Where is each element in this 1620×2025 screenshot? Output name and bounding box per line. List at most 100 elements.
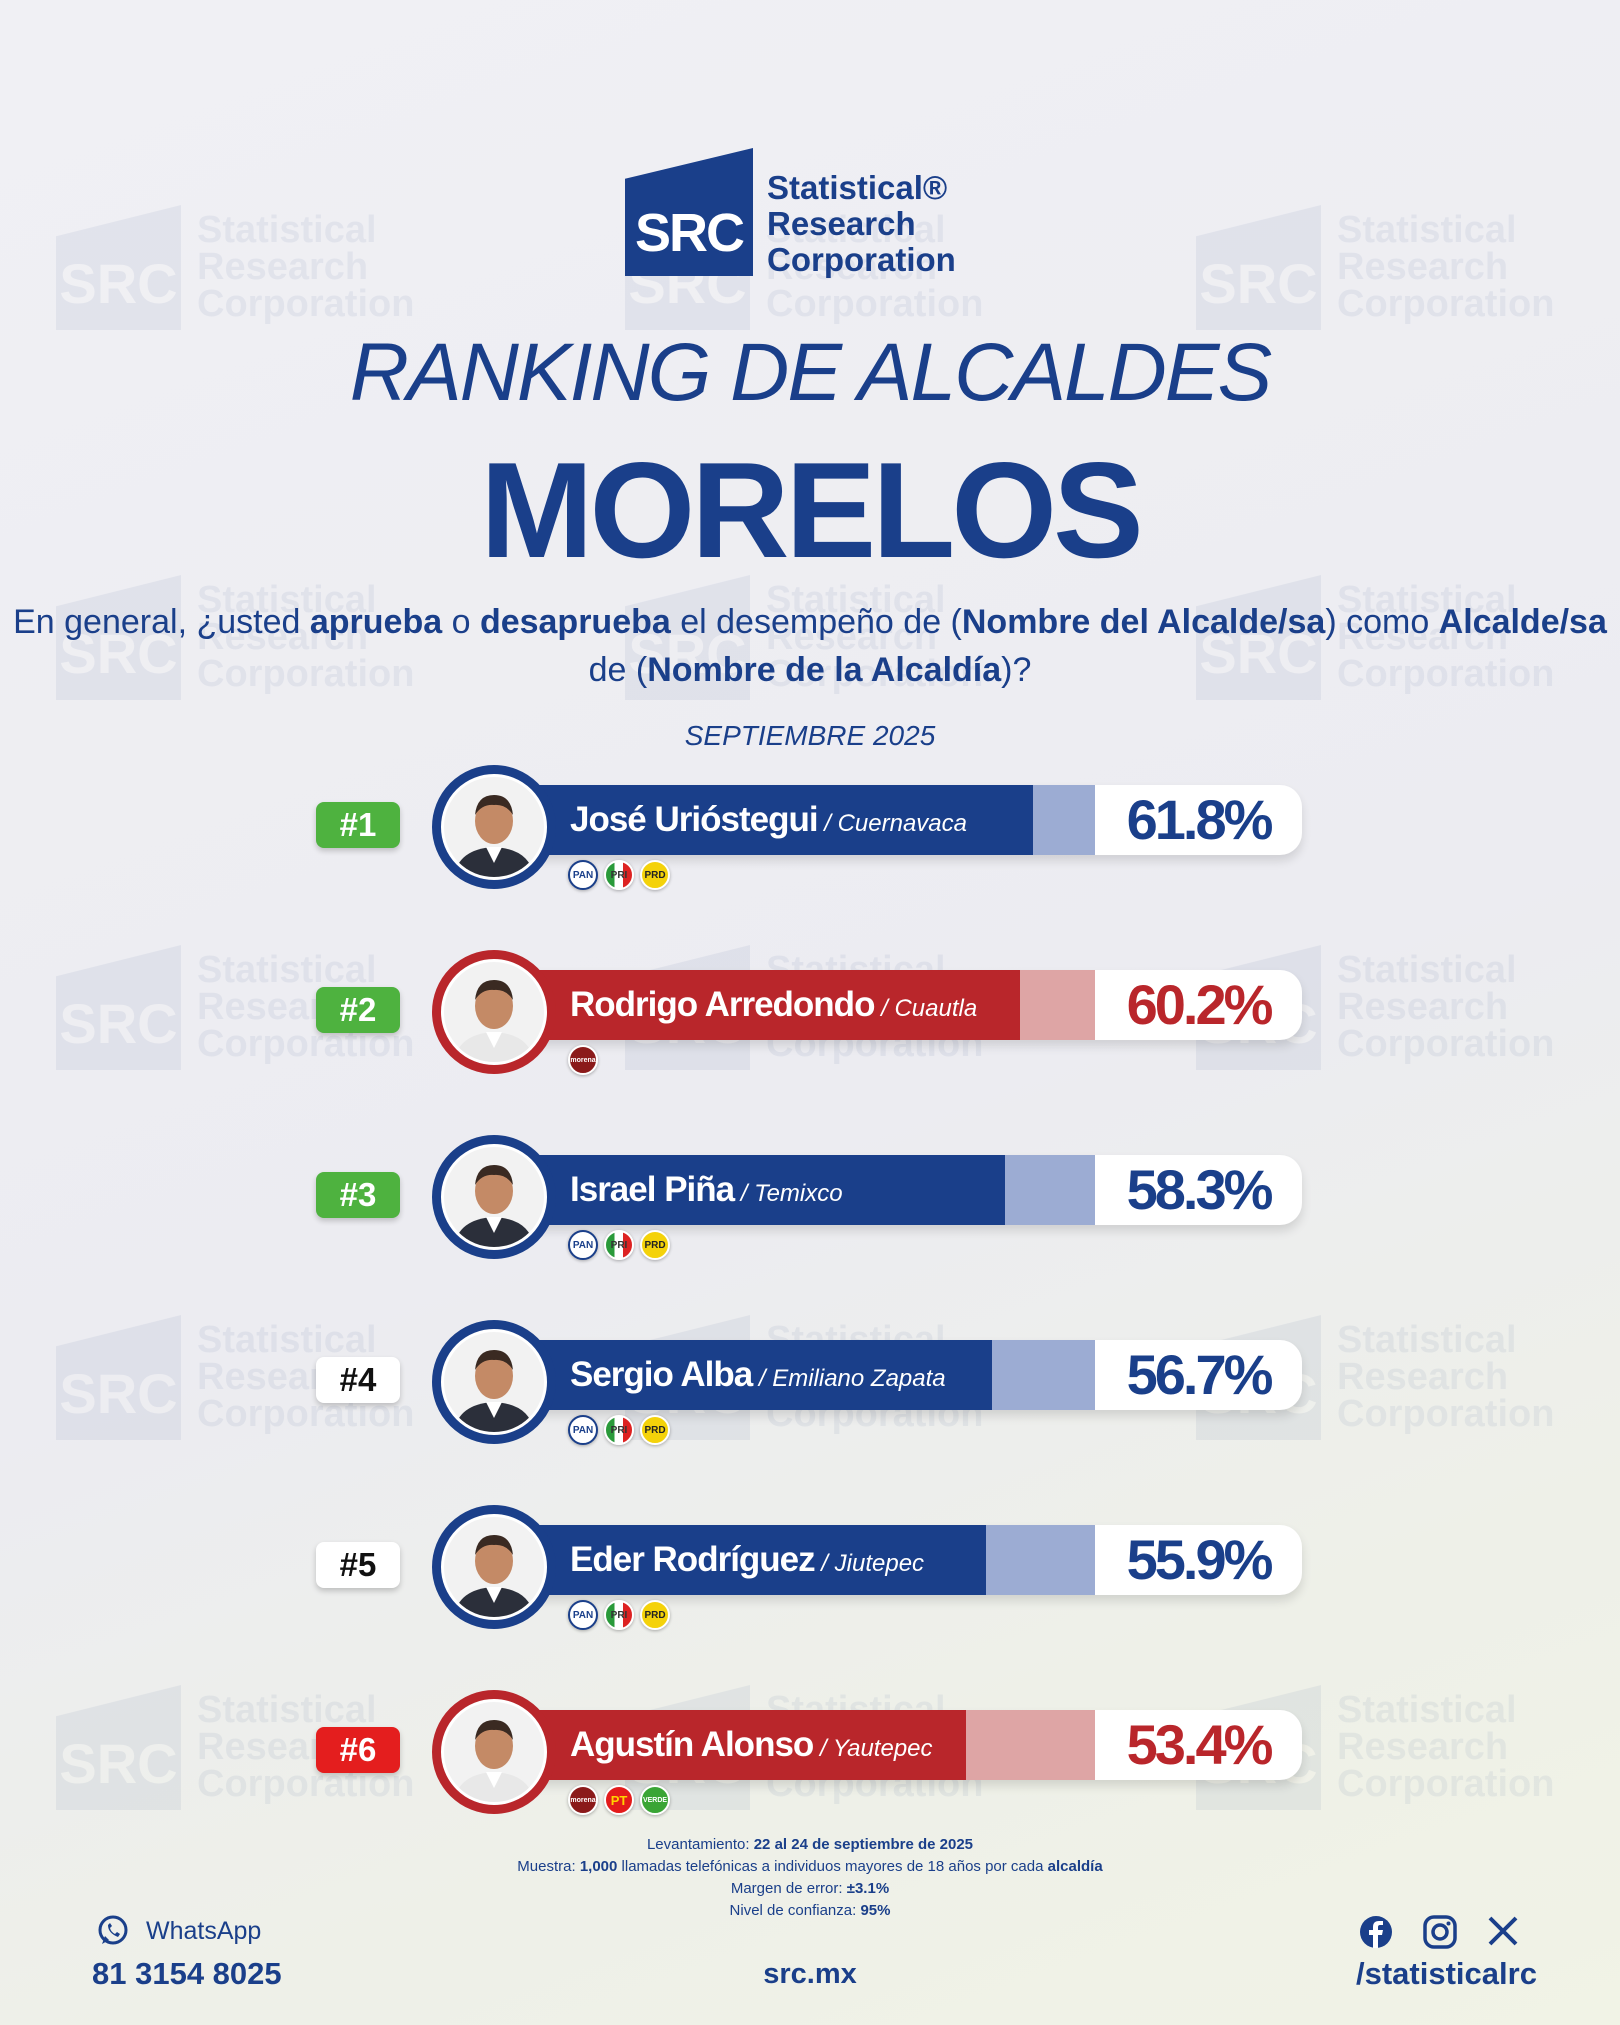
watermark-line: Corporation (1337, 1393, 1555, 1435)
watermark-line: Corporation (1337, 1023, 1555, 1065)
separator: / (814, 1550, 835, 1577)
approval-value: 55.9% (1126, 1528, 1274, 1591)
watermark-line: Research (1337, 616, 1509, 658)
question-fragment: ) como (1325, 603, 1439, 641)
approval-bar (532, 1155, 1302, 1225)
question-fragment: Alcalde/sa (1438, 603, 1607, 641)
bar-value-fill (532, 1525, 986, 1595)
note-fragment: 1,000 (579, 1858, 618, 1875)
avatar (432, 1320, 556, 1444)
watermark-mark: SRC (56, 205, 181, 330)
separator: / (813, 1735, 833, 1762)
bar-value-fill (532, 970, 1021, 1040)
avatar-illustration (444, 962, 544, 1062)
municipality-name: Cuernavaca (837, 810, 968, 837)
bar-remainder (1005, 1155, 1095, 1225)
watermark-line: Research (197, 246, 369, 288)
facebook-icon[interactable] (1358, 1914, 1394, 1950)
party-logo-pan: PAN (568, 1230, 598, 1260)
note-fragment: Nivel de confianza: (729, 1902, 861, 1919)
whatsapp-contact[interactable]: WhatsApp (96, 1914, 261, 1948)
watermark-line: Statistical (1337, 1689, 1517, 1731)
watermark-line: Research (766, 246, 938, 288)
watermark-line: Research (766, 616, 938, 658)
avatar-illustration (444, 1517, 544, 1617)
watermark-mark: SRC (1196, 205, 1321, 330)
party-logo-morena: morena (568, 1785, 598, 1815)
watermark-line: Research (1337, 1726, 1509, 1768)
x-icon[interactable] (1486, 1914, 1520, 1948)
note-fragment: Margen de error: (730, 1880, 847, 1897)
municipality-name: Temixco (754, 1180, 843, 1207)
mayor-name: Eder Rodríguez (570, 1540, 816, 1579)
separator: / (817, 810, 838, 837)
question-fragment: En general, ¿usted (13, 603, 310, 641)
phone-number[interactable]: 81 3154 8025 (92, 1956, 282, 1991)
note-line: Margen de error: ±3.1% (0, 1878, 1620, 1900)
watermark-line: Statistical (197, 579, 377, 621)
watermark-line: Corporation (1337, 653, 1555, 695)
bar-remainder (1020, 970, 1095, 1040)
approval-bar (532, 1710, 1302, 1780)
watermark-mark: SRC (56, 945, 181, 1070)
watermark-line: Research (1337, 246, 1509, 288)
question-fragment: Nombre del Alcalde/sa (961, 603, 1326, 641)
avatar (432, 1690, 556, 1814)
rank-badge: #3 (316, 1172, 400, 1218)
mayor-name: Israel Piña (570, 1170, 735, 1209)
question-fragment: de ( (588, 651, 648, 689)
website-link[interactable]: src.mx (763, 1958, 857, 1990)
ranking-row: #4 56.7% Sergio Alba / Emiliano Zapata PAN P… (0, 1320, 1620, 1450)
note-fragment: ±3.1% (846, 1880, 890, 1897)
mayor-name: Rodrigo Arredondo (570, 985, 875, 1024)
note-fragment: Muestra: (517, 1858, 580, 1875)
state-title: MORELOS (480, 434, 1144, 586)
note-fragment: Levantamiento: (646, 1836, 754, 1853)
approval-bar (532, 970, 1302, 1040)
question-fragment: Nombre de la Alcaldía (647, 651, 1002, 689)
logo-line: Corporation (767, 241, 956, 278)
instagram-icon[interactable] (1422, 1914, 1458, 1950)
approval-bar (532, 1525, 1302, 1595)
watermark-line: Statistical (766, 579, 946, 621)
watermark-line: Statistical (1337, 579, 1517, 621)
bar-value-fill (532, 785, 1033, 855)
watermark-line: Statistical (766, 209, 946, 251)
logo-abbr: SRC (634, 203, 745, 263)
avatar-illustration (444, 777, 544, 877)
note-line: Muestra: 1,000 llamadas telefónicas a in… (0, 1856, 1620, 1878)
watermark-line: Statistical (197, 209, 377, 251)
watermark-line: Research (197, 616, 369, 658)
party-logo-prd: PRD (640, 1415, 670, 1445)
note-fragment: alcaldía (1047, 1858, 1103, 1875)
mayor-label: Sergio Alba / Emiliano Zapata (570, 1344, 946, 1406)
watermark-mark: SRC (56, 1315, 181, 1440)
party-logo-prd: PRD (640, 1230, 670, 1260)
social-handle[interactable]: /statisticalrc (1356, 1956, 1537, 1991)
bar-value-fill (532, 1340, 993, 1410)
separator: / (734, 1180, 755, 1207)
approval-value: 61.8% (1126, 788, 1274, 851)
social-icons (1358, 1914, 1520, 1950)
bar-remainder (966, 1710, 1095, 1780)
party-logo-prd: PRD (640, 1600, 670, 1630)
survey-date: SEPTIEMBRE 2025 (684, 720, 936, 751)
watermark-line: Corporation (1337, 283, 1555, 325)
survey-question: En general, ¿usted aprueba o desaprueba … (0, 598, 1620, 694)
approval-value: 60.2% (1126, 973, 1274, 1036)
party-logo-pri: PRI (604, 1230, 634, 1260)
bar-remainder (985, 1525, 1095, 1595)
question-fragment: )? (1001, 651, 1032, 689)
